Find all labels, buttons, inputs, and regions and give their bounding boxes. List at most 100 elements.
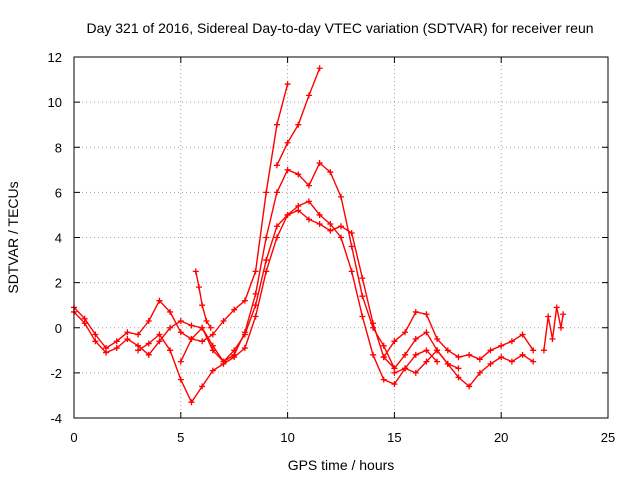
data-point-plus	[113, 338, 120, 345]
data-point-plus	[156, 338, 163, 345]
data-point-plus	[338, 234, 344, 241]
data-point-plus	[209, 347, 216, 354]
data-point-plus	[103, 349, 110, 356]
data-point-plus	[423, 329, 430, 336]
data-point-plus	[508, 338, 515, 345]
data-point-plus	[305, 92, 312, 99]
data-point-plus	[145, 340, 152, 347]
data-point-plus	[545, 313, 552, 320]
data-point-plus	[558, 324, 565, 331]
data-point-plus	[231, 306, 238, 313]
data-point-plus	[156, 297, 163, 304]
data-point-plus	[530, 358, 537, 365]
data-point-plus	[167, 308, 174, 315]
data-point-plus	[519, 331, 526, 338]
data-point-plus	[135, 331, 142, 338]
data-point-plus	[273, 189, 280, 196]
series-satellite-6	[380, 308, 537, 363]
data-point-plus	[316, 211, 323, 218]
series-satellite-8	[192, 268, 214, 331]
data-point-plus	[124, 336, 131, 343]
data-point-plus	[316, 65, 323, 72]
y-tick-label: 12	[48, 50, 62, 65]
data-point-plus	[348, 229, 355, 236]
data-point-plus	[444, 360, 451, 367]
data-point-plus	[359, 275, 366, 282]
data-point-plus	[327, 220, 334, 227]
data-point-plus	[540, 347, 547, 354]
data-point-plus	[273, 121, 280, 128]
data-point-plus	[327, 169, 334, 176]
data-point-plus	[359, 313, 366, 320]
data-point-plus	[391, 381, 398, 388]
data-point-plus	[412, 369, 419, 376]
data-point-plus	[273, 223, 280, 230]
data-point-plus	[305, 216, 312, 223]
series-satellite-5	[273, 65, 323, 169]
data-point-plus	[508, 358, 515, 365]
data-point-plus	[199, 383, 206, 390]
y-tick-label: -2	[50, 366, 62, 381]
data-point-plus	[498, 342, 505, 349]
data-point-plus	[348, 268, 355, 275]
data-point-plus	[273, 234, 280, 241]
data-point-plus	[305, 198, 312, 205]
data-series-layer	[71, 65, 567, 406]
data-point-plus	[220, 317, 227, 324]
data-point-plus	[209, 367, 216, 374]
series-satellite-4	[177, 207, 462, 372]
data-point-plus	[487, 360, 494, 367]
data-point-plus	[92, 338, 99, 345]
data-point-plus	[498, 354, 505, 361]
series-satellite-2	[71, 160, 398, 372]
series-satellite-9	[540, 304, 567, 354]
data-point-plus	[188, 336, 195, 343]
x-tick-label: 5	[177, 430, 184, 445]
data-point-plus	[549, 336, 556, 343]
data-point-plus	[241, 331, 248, 338]
data-point-plus	[135, 347, 142, 354]
data-point-plus	[316, 160, 323, 167]
data-point-plus	[209, 331, 216, 338]
data-point-plus	[476, 356, 483, 363]
y-tick-label: 8	[55, 140, 62, 155]
data-point-plus	[177, 358, 184, 365]
data-point-plus	[188, 322, 195, 329]
data-point-plus	[207, 324, 214, 331]
data-point-plus	[177, 376, 184, 383]
data-point-plus	[391, 338, 398, 345]
data-point-plus	[124, 329, 131, 336]
data-point-plus	[231, 347, 238, 354]
data-point-plus	[241, 297, 248, 304]
data-point-plus	[380, 354, 387, 361]
data-point-plus	[476, 369, 483, 376]
y-axis-title: SDTVAR / TECUs	[5, 181, 21, 293]
series-line	[394, 349, 534, 388]
data-point-plus	[252, 268, 259, 275]
data-point-plus	[402, 329, 409, 336]
series-line	[73, 83, 289, 349]
data-point-plus	[553, 304, 560, 311]
data-point-plus	[348, 243, 355, 250]
data-point-plus	[519, 351, 526, 358]
x-tick-label: 10	[280, 430, 294, 445]
data-point-plus	[402, 351, 409, 358]
data-point-plus	[487, 347, 494, 354]
y-tick-label: 0	[55, 321, 62, 336]
data-point-plus	[195, 284, 202, 291]
data-point-plus	[391, 369, 398, 376]
data-point-plus	[220, 358, 227, 365]
data-point-plus	[338, 193, 344, 200]
data-point-plus	[466, 383, 473, 390]
series-line	[276, 68, 321, 166]
data-point-plus	[466, 351, 473, 358]
data-point-plus	[92, 331, 99, 338]
data-point-plus	[199, 302, 206, 309]
data-point-plus	[199, 324, 206, 331]
data-point-plus	[177, 329, 184, 336]
data-point-plus	[252, 302, 259, 309]
data-point-plus	[455, 354, 462, 361]
data-point-plus	[145, 317, 152, 324]
data-point-plus	[370, 351, 377, 358]
